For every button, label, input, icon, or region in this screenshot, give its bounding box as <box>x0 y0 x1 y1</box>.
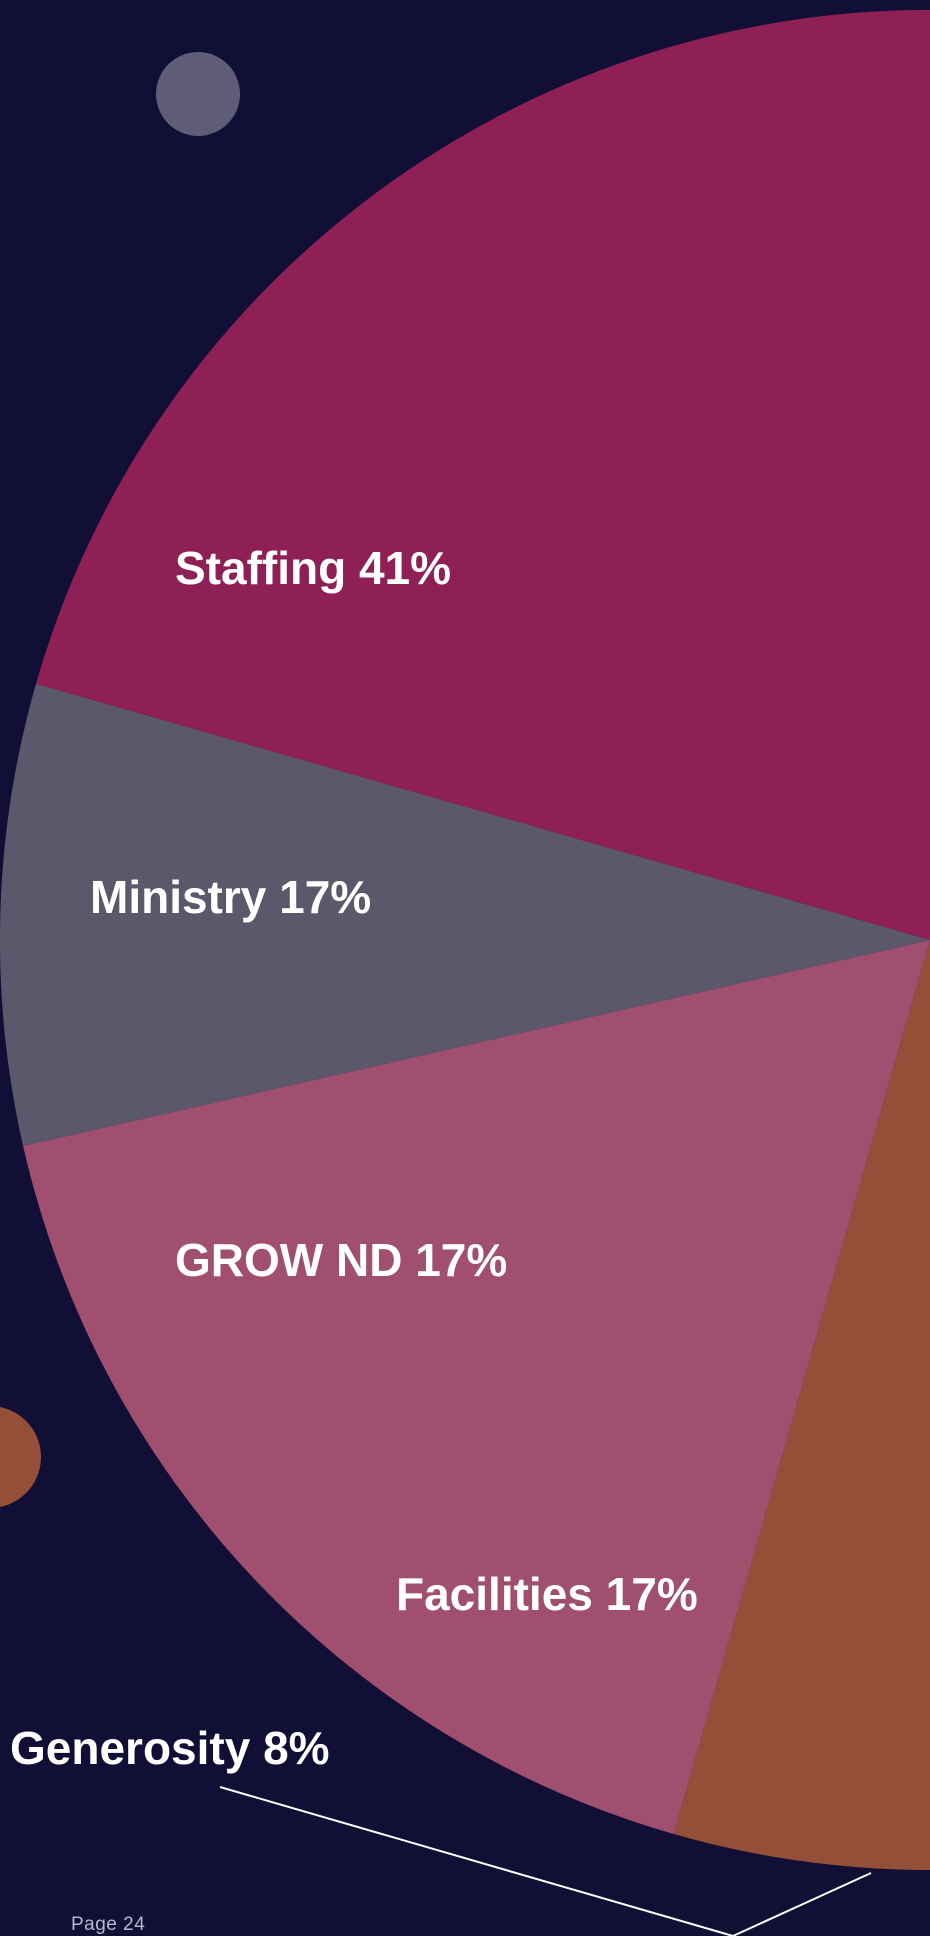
slice-label-staffing: Staffing 41% <box>175 542 451 594</box>
slice-label-ministry: Ministry 17% <box>90 871 371 923</box>
slice-label-grow-nd: GROW ND 17% <box>175 1234 507 1286</box>
generosity-leader-line <box>219 1786 872 1936</box>
decorative-gray-dot <box>156 52 240 136</box>
pie-slice-facilities <box>23 940 930 1834</box>
pie-slice-generosity <box>0 683 930 1146</box>
pie-slice-staffing <box>36 9 930 940</box>
pie-slice-grow-nd <box>673 940 930 1870</box>
page-number: Page 24 <box>71 1914 146 1935</box>
pie-slices <box>0 9 930 1870</box>
decorative-rust-dot <box>0 1407 41 1507</box>
slice-label-generosity: Generosity 8% <box>10 1722 330 1774</box>
slice-label-facilities: Facilities 17% <box>396 1568 698 1620</box>
